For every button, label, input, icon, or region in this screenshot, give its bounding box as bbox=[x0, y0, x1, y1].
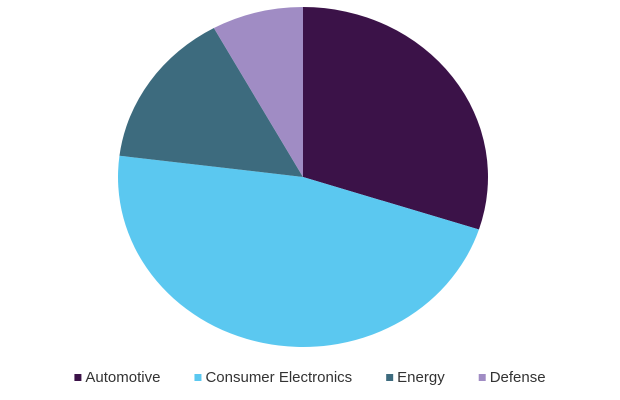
pie-slice bbox=[117, 155, 479, 348]
pie-slice bbox=[303, 7, 488, 230]
legend-label: Energy bbox=[397, 369, 445, 386]
legend-label: Defense bbox=[490, 369, 546, 386]
legend-label: Consumer Electronics bbox=[205, 369, 352, 386]
legend-swatch bbox=[478, 374, 486, 381]
legend-swatch bbox=[194, 374, 202, 381]
pie-slice bbox=[213, 7, 303, 177]
legend-swatch bbox=[74, 374, 82, 381]
legend-swatch bbox=[386, 374, 394, 381]
legend-label: Automotive bbox=[85, 369, 160, 386]
pie-slice bbox=[119, 28, 304, 178]
